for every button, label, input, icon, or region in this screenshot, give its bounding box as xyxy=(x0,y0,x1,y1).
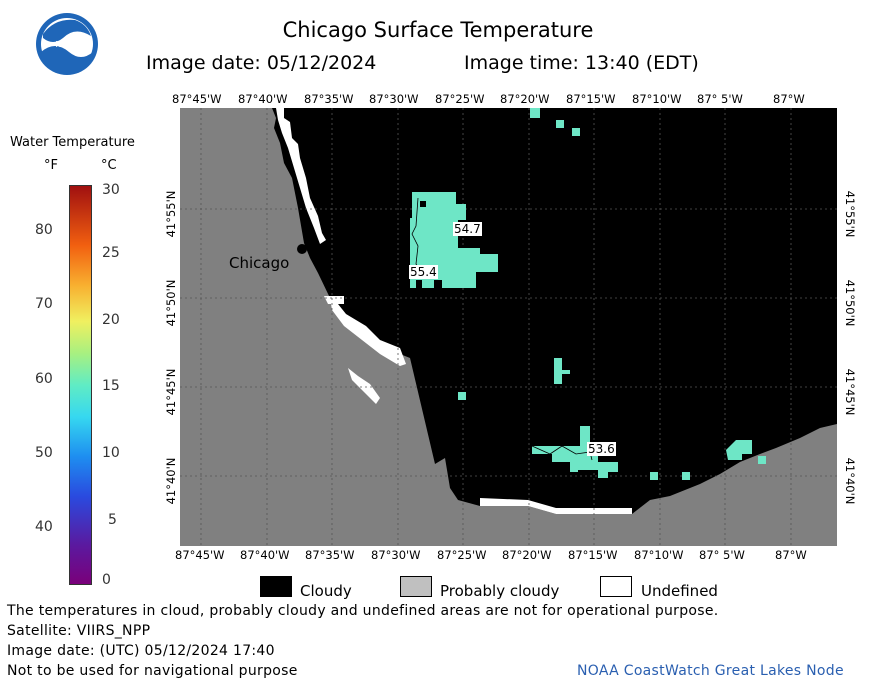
lon-label-bottom: 87°45'W xyxy=(175,548,225,562)
lon-label-bottom: 87°40'W xyxy=(240,548,290,562)
f-tick-60: 60 xyxy=(35,371,53,387)
legend-swatch-probably-cloudy xyxy=(400,576,432,597)
land-area xyxy=(180,108,837,546)
lat-label-left: 41°50'N xyxy=(164,279,178,327)
lon-label-bottom: 87°10'W xyxy=(634,548,684,562)
water-temperature-patch xyxy=(410,108,766,480)
colorbar xyxy=(69,185,92,585)
undefined-edge xyxy=(324,296,344,304)
lon-label-top: 87°10'W xyxy=(632,92,682,106)
lon-label-top: 87°45'W xyxy=(172,92,222,106)
legend-swatch-undefined xyxy=(600,576,632,597)
credit-text: NOAA CoastWatch Great Lakes Node xyxy=(577,663,844,679)
legend-swatch-cloudy xyxy=(260,576,292,597)
c-tick-10: 10 xyxy=(102,445,120,461)
lat-label-right: 41°55'N xyxy=(843,190,857,238)
c-tick-25: 25 xyxy=(102,245,120,261)
map-panel xyxy=(180,108,837,546)
f-tick-70: 70 xyxy=(35,296,53,312)
utc-date-text: Image date: (UTC) 05/12/2024 17:40 xyxy=(7,643,275,659)
page-title: Chicago Surface Temperature xyxy=(282,18,594,42)
lat-label-right: 41°45'N xyxy=(843,368,857,416)
temperature-label: 54.7 xyxy=(453,222,482,236)
lon-label-top: 87°20'W xyxy=(500,92,550,106)
cloud-pixel xyxy=(420,201,426,207)
colorbar-unit-c: °C xyxy=(101,158,117,173)
city-label: Chicago xyxy=(229,254,290,272)
undefined-edge xyxy=(330,298,406,366)
lon-label-top: 87°25'W xyxy=(435,92,485,106)
colorbar-title: Water Temperature xyxy=(10,135,135,150)
lon-label-bottom: 87°25'W xyxy=(437,548,487,562)
legend-label-probably-cloudy: Probably cloudy xyxy=(440,582,560,600)
f-tick-50: 50 xyxy=(35,445,53,461)
undefined-edge xyxy=(348,368,380,404)
lat-label-left: 41°55'N xyxy=(164,190,178,238)
c-tick-0: 0 xyxy=(102,572,111,588)
lon-label-bottom: 87°30'W xyxy=(371,548,421,562)
temperature-label: 55.4 xyxy=(409,265,438,279)
lon-label-bottom: 87°15'W xyxy=(568,548,618,562)
lon-label-bottom: 87° 5'W xyxy=(699,548,745,562)
image-date: Image date: 05/12/2024 xyxy=(146,52,377,74)
undefined-edge xyxy=(276,108,326,244)
lat-label-right: 41°40'N xyxy=(843,457,857,505)
lon-label-top: 87° 5'W xyxy=(697,92,743,106)
f-tick-80: 80 xyxy=(35,222,53,238)
disclaimer-text: The temperatures in cloud, probably clou… xyxy=(7,603,719,619)
c-tick-5: 5 xyxy=(108,512,117,528)
lat-label-right: 41°50'N xyxy=(843,279,857,327)
lon-label-bottom: 87°W xyxy=(775,548,807,562)
lat-label-left: 41°45'N xyxy=(164,368,178,416)
lon-label-bottom: 87°35'W xyxy=(305,548,355,562)
noaa-logo: NOAA xyxy=(35,12,99,76)
f-tick-40: 40 xyxy=(35,519,53,535)
lon-label-top: 87°40'W xyxy=(238,92,288,106)
chicago-marker xyxy=(297,244,307,254)
c-tick-20: 20 xyxy=(102,312,120,328)
lon-label-top: 87°35'W xyxy=(304,92,354,106)
c-tick-30: 30 xyxy=(102,182,120,198)
lon-label-top: 87°15'W xyxy=(566,92,616,106)
undefined-edge xyxy=(480,498,632,514)
satellite-text: Satellite: VIIRS_NPP xyxy=(7,623,151,639)
c-tick-15: 15 xyxy=(102,378,120,394)
image-time: Image time: 13:40 (EDT) xyxy=(464,52,699,74)
legend-label-undefined: Undefined xyxy=(641,582,718,600)
lon-label-top: 87°30'W xyxy=(369,92,419,106)
graticule xyxy=(180,108,837,546)
svg-text:NOAA: NOAA xyxy=(55,40,79,49)
nav-warning-text: Not to be used for navigational purpose xyxy=(7,663,298,679)
lon-label-top: 87°W xyxy=(773,92,805,106)
legend-label-cloudy: Cloudy xyxy=(300,582,352,600)
lat-label-left: 41°40'N xyxy=(164,457,178,505)
temperature-label: 53.6 xyxy=(587,442,616,456)
colorbar-unit-f: °F xyxy=(44,158,58,173)
lon-label-bottom: 87°20'W xyxy=(502,548,552,562)
